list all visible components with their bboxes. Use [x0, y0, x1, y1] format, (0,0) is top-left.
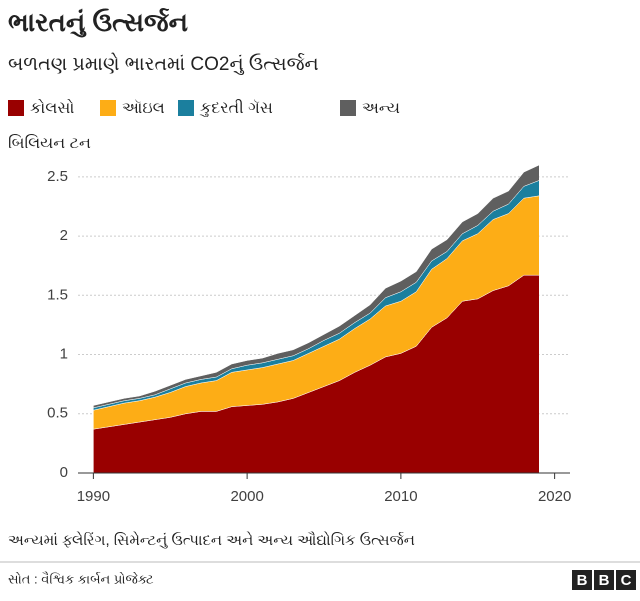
- y-axis-label: બિલિયન ટન: [8, 134, 91, 152]
- logo-block: [572, 570, 592, 590]
- y-tick-label: 2.5: [47, 168, 68, 185]
- note: અન્યમાં ફ્લેરિંગ, સિમેન્ટનું ઉત્પાદન અને…: [8, 531, 415, 549]
- legend-swatch: [340, 100, 356, 116]
- logo-letter: B: [599, 572, 610, 589]
- legend-label: અન્ય: [362, 100, 400, 117]
- chart-title: ભારતનું ઉત્સર્જન: [8, 7, 188, 38]
- logo-block: [594, 570, 614, 590]
- chart-subtitle: બળતણ પ્રમાણે ભારતમાં CO2નું ઉત્સર્જન: [8, 53, 319, 75]
- logo-letter: C: [621, 572, 632, 589]
- source: સોત : વૈશ્વિક કાર્બન પ્રોજેક્ટ: [8, 571, 154, 586]
- y-tick-label: 0: [60, 464, 68, 481]
- y-tick-label: 0.5: [47, 405, 68, 422]
- legend-label: કોલસો: [30, 98, 74, 117]
- y-tick-label: 2: [60, 227, 68, 244]
- logo-block: [616, 570, 636, 590]
- x-tick-label: 2020: [538, 488, 571, 505]
- area: [93, 164, 540, 409]
- x-tick-label: 1990: [77, 488, 110, 505]
- legend-swatch: [8, 100, 24, 116]
- logo-letter: B: [577, 572, 588, 589]
- legend-swatch: [100, 100, 116, 116]
- legend-label: ઑઇલ: [122, 99, 165, 117]
- legend-label: કુદરતી ગૅસ: [199, 99, 273, 118]
- legend-swatch: [178, 100, 194, 116]
- y-tick-label: 1: [60, 346, 68, 363]
- y-tick-label: 1.5: [47, 286, 68, 303]
- x-tick-label: 2010: [384, 488, 417, 505]
- x-tick-label: 2000: [230, 488, 263, 505]
